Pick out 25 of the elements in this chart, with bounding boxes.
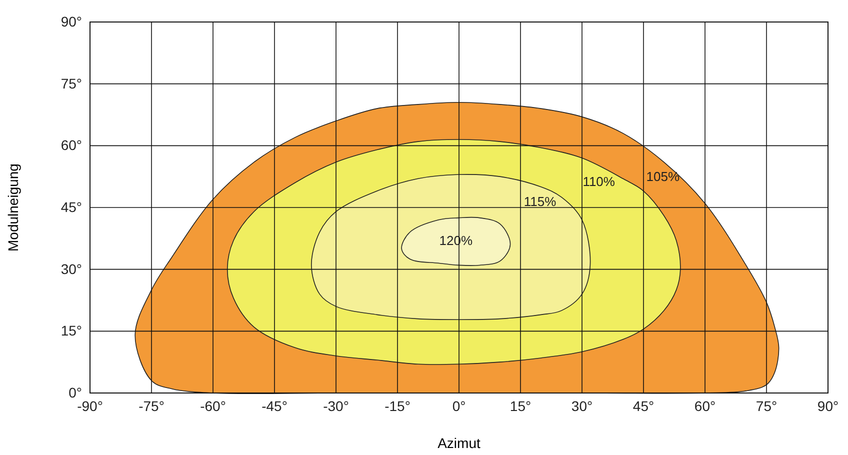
x-tick-label: -90° — [77, 398, 103, 414]
x-tick-label: 30° — [571, 398, 593, 414]
x-tick-label: 45° — [632, 398, 654, 414]
x-tick-label: -75° — [138, 398, 164, 414]
x-tick-label: -15° — [384, 398, 410, 414]
x-tick-label: -30° — [323, 398, 349, 414]
y-tick-label: 75° — [60, 75, 82, 92]
y-tick-label: 60° — [60, 137, 82, 154]
x-tick-label: -60° — [200, 398, 226, 414]
x-tick-label: -45° — [262, 398, 288, 414]
x-tick-label: 75° — [756, 398, 778, 414]
y-tick-label: 90° — [60, 13, 82, 30]
x-tick-label: 15° — [510, 398, 532, 414]
x-tick-label: 0° — [452, 398, 466, 414]
y-axis-title: Modulneigung — [5, 164, 21, 252]
x-tick-label: 60° — [694, 398, 716, 414]
x-axis-title: Azimut — [438, 435, 480, 451]
y-tick-label: 45° — [60, 198, 82, 215]
x-tick-label: 90° — [817, 398, 839, 414]
y-tick-label: 0° — [68, 384, 82, 400]
series-label: 115% — [524, 194, 557, 210]
series-label: 110% — [582, 174, 616, 189]
y-tick-label: 30° — [60, 260, 82, 277]
y-tick-label: 15° — [60, 322, 82, 339]
series-label: 105% — [646, 168, 680, 184]
